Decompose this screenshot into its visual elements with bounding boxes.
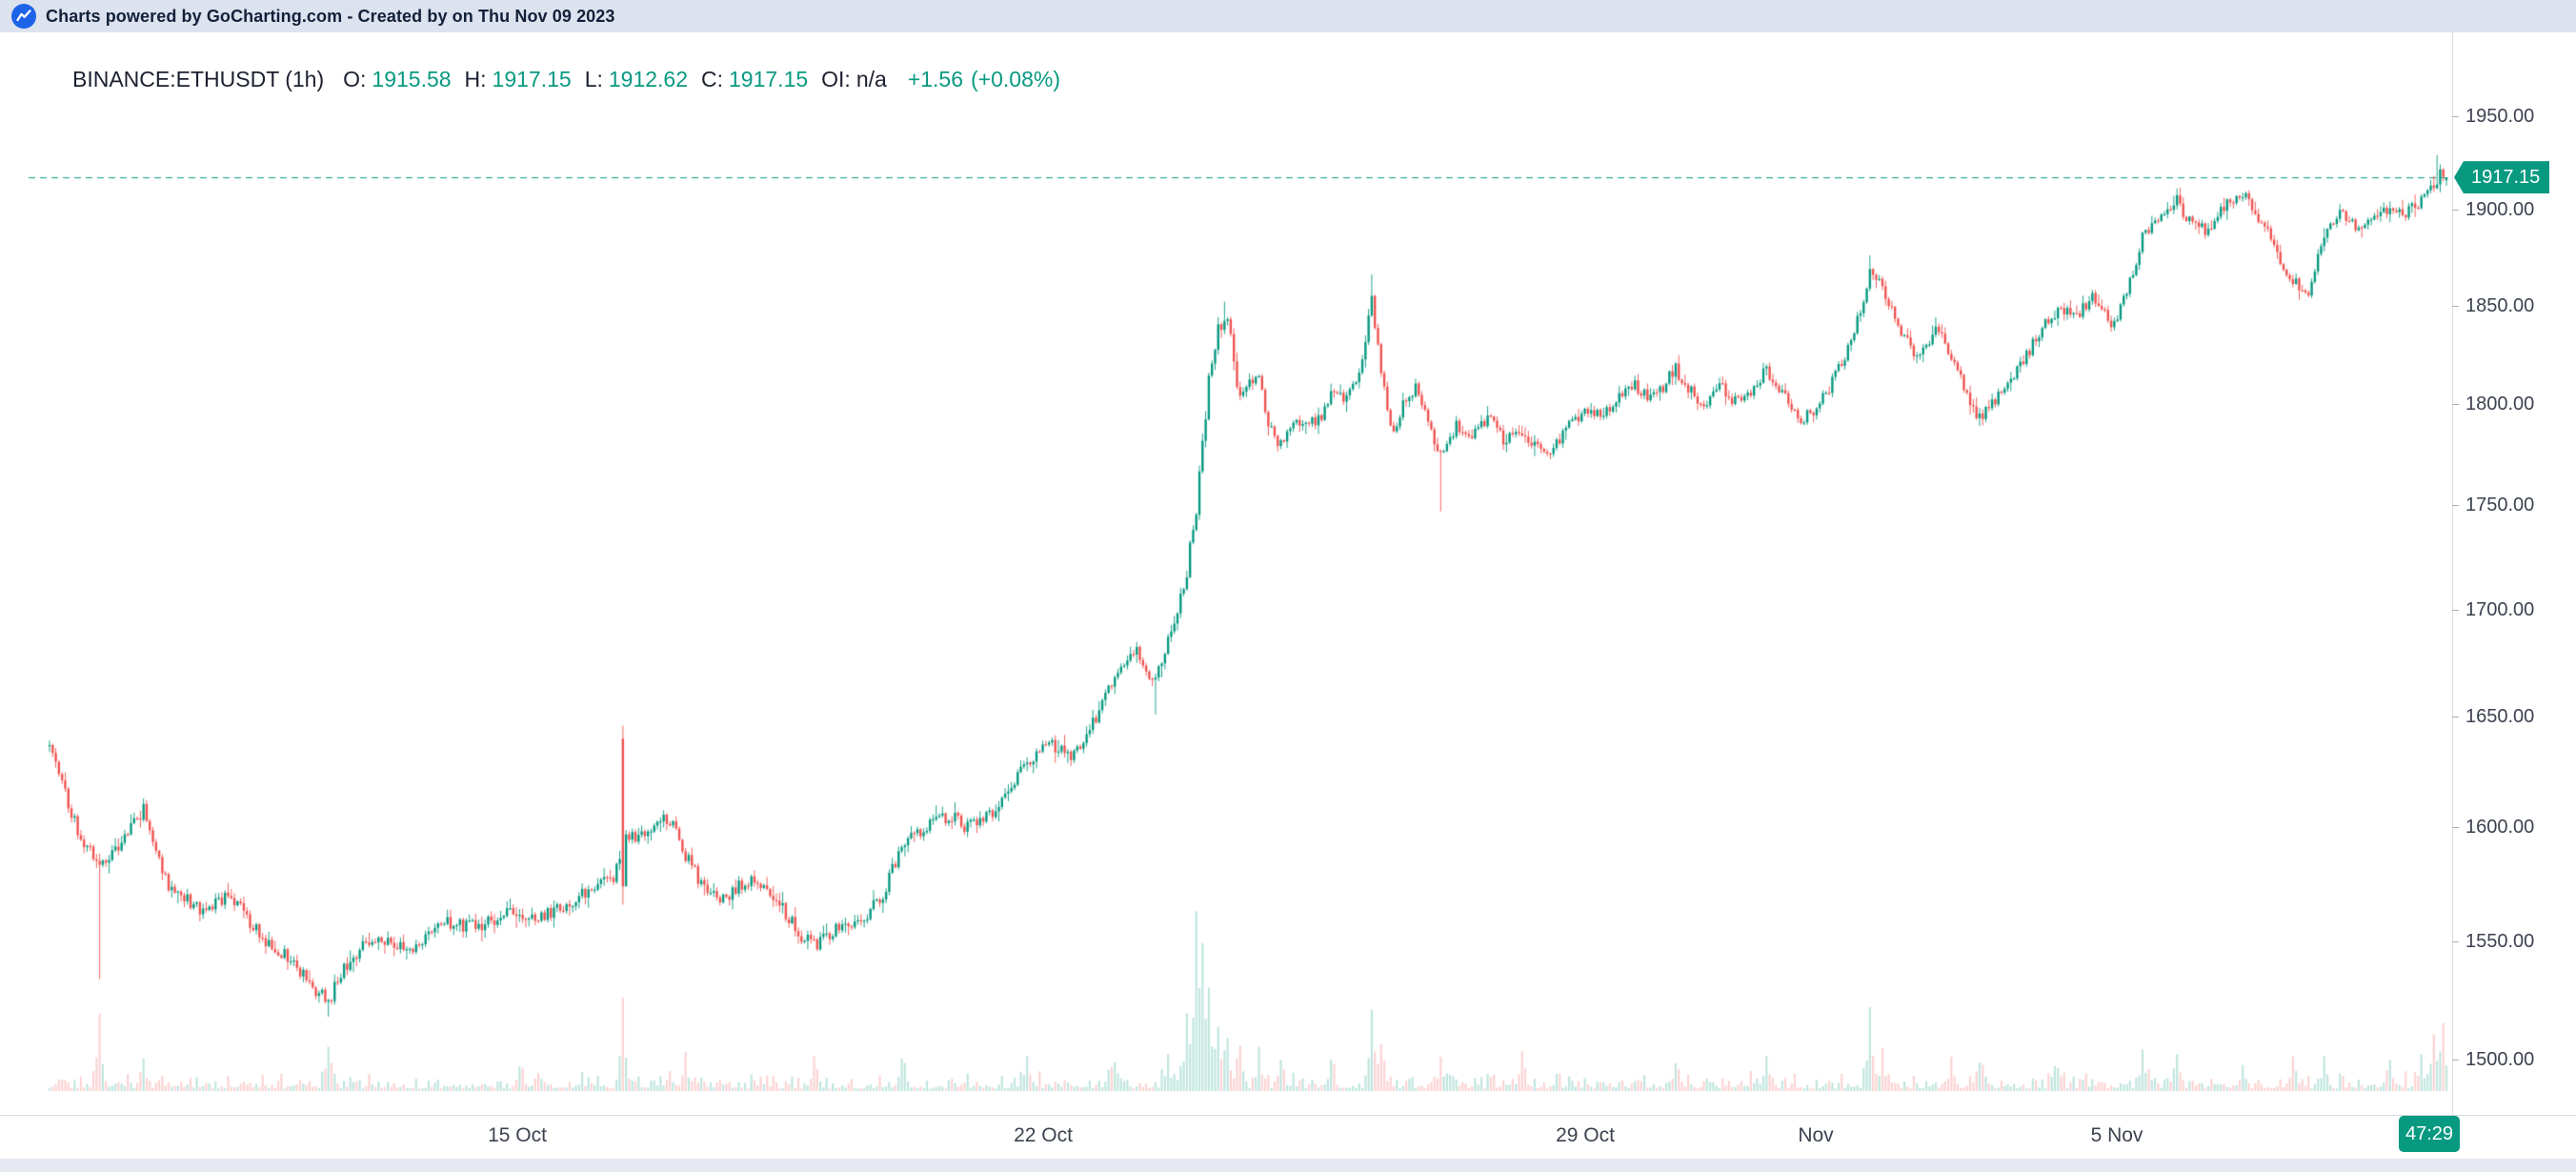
price-axis-label: 1950.00 <box>2465 106 2535 127</box>
price-axis-label: 1700.00 <box>2465 598 2535 620</box>
price-axis-label: 1900.00 <box>2465 199 2535 220</box>
attribution-text: Charts powered by GoCharting.com - Creat… <box>46 6 615 26</box>
time-axis-label: 29 Oct <box>1556 1124 1615 1146</box>
open-value: 1915.58 <box>372 67 452 91</box>
price-axis-label: 1600.00 <box>2465 817 2535 839</box>
oi-label: OI: <box>821 67 851 91</box>
price-axis[interactable]: 1950.00 1900.00 1850.00 1800.00 1750.00 1700.… <box>0 32 2576 1115</box>
price-axis-label: 1550.00 <box>2465 931 2535 953</box>
close-value: 1917.15 <box>729 67 809 91</box>
time-axis-border <box>0 1115 2576 1116</box>
price-axis-tick <box>2452 505 2459 507</box>
price-axis-tick <box>2452 116 2459 117</box>
time-axis-label: 15 Oct <box>488 1124 547 1146</box>
price-axis-label: 1650.00 <box>2465 706 2535 728</box>
chart-panel: BINANCE:ETHUSDT (1h) O: 1915.58 H: 1917.15… <box>0 32 2576 1159</box>
candle-countdown-badge: 47:29 <box>2399 1116 2460 1152</box>
high-field: H: 1917.15 <box>465 67 572 92</box>
low-field: L: 1912.62 <box>585 67 688 92</box>
open-label: O: <box>343 67 367 91</box>
ohlc-legend: BINANCE:ETHUSDT (1h) O: 1915.58 H: 1917.15… <box>72 67 1060 92</box>
low-label: L: <box>584 67 603 91</box>
symbol-title[interactable]: BINANCE:ETHUSDT (1h) <box>72 67 325 91</box>
price-axis-label: 1750.00 <box>2465 495 2535 516</box>
price-axis-label: 1800.00 <box>2465 394 2535 415</box>
candlestick-chart-canvas[interactable] <box>0 32 2576 1159</box>
oi-field: OI: n/a <box>821 67 887 92</box>
open-field: O: 1915.58 <box>343 67 451 92</box>
price-axis-tick <box>2452 941 2459 943</box>
change-percent: (+0.08%) <box>971 67 1060 91</box>
last-price-tag: 1917.15 <box>2454 161 2549 194</box>
price-axis-tick <box>2452 210 2459 211</box>
change-value: +1.56 <box>907 67 964 91</box>
close-field: C: 1917.15 <box>701 67 808 92</box>
price-axis-tick <box>2452 827 2459 829</box>
price-axis-tick <box>2452 1060 2459 1061</box>
price-axis-label: 1500.00 <box>2465 1049 2535 1070</box>
time-axis-label: Nov <box>1798 1124 1834 1146</box>
price-axis-label: 1850.00 <box>2465 294 2535 316</box>
oi-value: n/a <box>855 67 887 91</box>
time-axis[interactable]: 15 Oct 22 Oct 29 Oct Nov 5 Nov <box>0 1121 2576 1159</box>
time-axis-label: 5 Nov <box>2090 1124 2143 1146</box>
high-value: 1917.15 <box>492 67 572 91</box>
close-label: C: <box>701 67 724 91</box>
high-label: H: <box>464 67 487 91</box>
low-value: 1912.62 <box>608 67 689 91</box>
attribution-bar: Charts powered by GoCharting.com - Creat… <box>0 0 2576 32</box>
price-axis-tick <box>2452 404 2459 406</box>
price-axis-tick <box>2452 609 2459 611</box>
time-axis-label: 22 Oct <box>1014 1124 1073 1146</box>
price-axis-border <box>2452 32 2453 1115</box>
price-axis-tick <box>2452 305 2459 307</box>
gocharting-logo-icon[interactable] <box>11 4 36 29</box>
